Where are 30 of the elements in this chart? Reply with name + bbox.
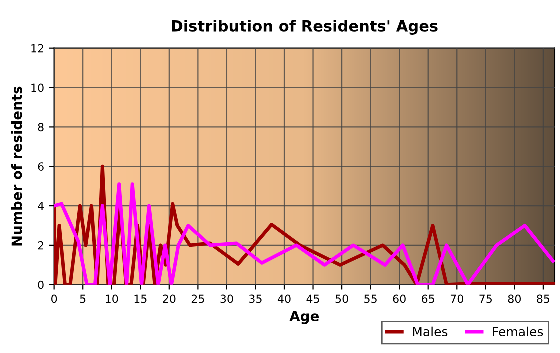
x-tick-label: 40: [278, 294, 291, 304]
x-tick-label: 20: [163, 294, 176, 304]
x-tick-label: 5: [80, 294, 86, 304]
x-tick-label: 10: [106, 294, 118, 304]
x-tick-label: 80: [508, 294, 522, 304]
y-tick-label: 0: [38, 280, 44, 290]
y-tick-label: 12: [32, 44, 44, 53]
x-tick-label: 70: [450, 294, 464, 304]
y-tick-label: 10: [32, 84, 44, 92]
x-tick-label: 60: [393, 294, 406, 304]
x-tick-label: 15: [134, 294, 147, 304]
x-tick-label: 45: [306, 294, 320, 304]
x-tick-label: 55: [364, 294, 377, 304]
chart-title: Distribution of Residents' Ages: [172, 20, 438, 35]
x-tick-label: 25: [192, 294, 204, 304]
x-tick-label: 30: [220, 294, 234, 304]
x-tick-label: 75: [480, 294, 492, 304]
x-tick-label: 0: [52, 294, 58, 304]
y-tick-label: 4: [38, 202, 44, 210]
legend-label: Males: [413, 326, 448, 337]
y-tick-label: 8: [38, 123, 44, 132]
legend-label: Females: [493, 326, 544, 337]
x-tick-label: 50: [336, 294, 348, 304]
x-tick-label: 65: [422, 294, 434, 304]
x-tick-label: 85: [537, 294, 550, 304]
x-tick-label: 35: [250, 294, 262, 304]
y-tick-label: 6: [38, 162, 44, 171]
y-tick-label: 2: [38, 241, 44, 250]
y-axis-title: Number of residents: [11, 86, 22, 246]
x-axis-title: Age: [290, 311, 320, 324]
